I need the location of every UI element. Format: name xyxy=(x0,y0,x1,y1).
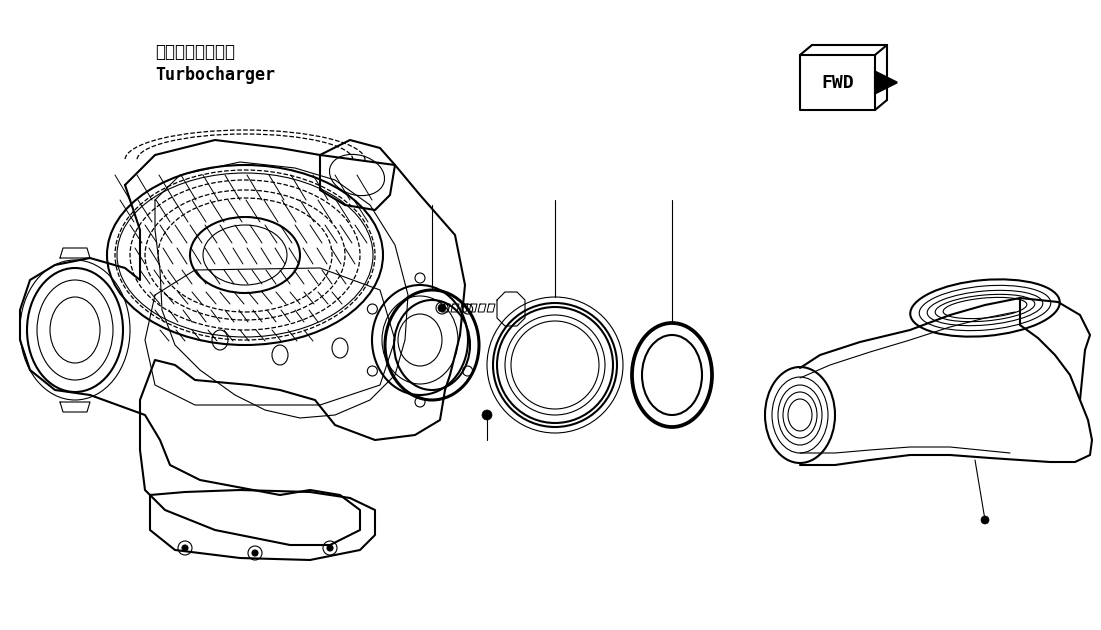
Text: FWD: FWD xyxy=(821,74,853,91)
Polygon shape xyxy=(875,71,897,93)
Circle shape xyxy=(482,410,492,420)
Text: Turbocharger: Turbocharger xyxy=(155,66,275,84)
Circle shape xyxy=(327,545,333,551)
Text: ターボチャージャ: ターボチャージャ xyxy=(155,43,235,61)
Circle shape xyxy=(981,516,989,524)
Circle shape xyxy=(182,545,188,551)
Circle shape xyxy=(438,304,446,312)
Circle shape xyxy=(252,550,258,556)
